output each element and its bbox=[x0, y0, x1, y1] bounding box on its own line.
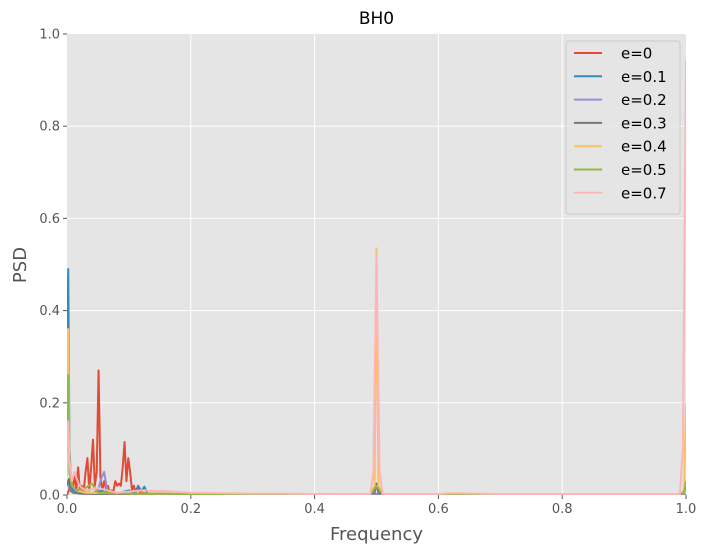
legend-label: e=0.5 bbox=[621, 161, 667, 179]
y-tick-label: 0.0 bbox=[39, 489, 60, 504]
x-tick-label: 0.0 bbox=[57, 502, 78, 517]
chart-title: BH0 bbox=[359, 9, 394, 29]
series-line-6 bbox=[67, 59, 686, 495]
legend-label: e=0.2 bbox=[621, 91, 667, 109]
legend-label: e=0 bbox=[621, 45, 652, 63]
x-tick-label: 0.6 bbox=[428, 502, 449, 517]
y-tick-label: 0.6 bbox=[39, 212, 60, 227]
legend-label: e=0.3 bbox=[621, 114, 667, 132]
legend-box bbox=[565, 40, 681, 215]
y-axis-label: PSD bbox=[10, 247, 31, 283]
legend: e=0 e=0.1 e=0.2 e=0.3 e=0.4 e=0.5 e=0.7 bbox=[565, 40, 681, 215]
x-tick-label: 0.8 bbox=[552, 502, 573, 517]
y-tick-label: 0.8 bbox=[39, 120, 60, 135]
legend-label: e=0.1 bbox=[621, 68, 667, 86]
x-tick-label: 0.4 bbox=[304, 502, 325, 517]
legend-label: e=0.7 bbox=[621, 184, 667, 202]
legend-label: e=0.4 bbox=[621, 138, 667, 156]
x-tick-label: 1.0 bbox=[676, 502, 697, 517]
y-tick-label: 0.4 bbox=[39, 304, 60, 319]
y-tick-label: 1.0 bbox=[39, 28, 60, 43]
y-axis-ticks: 0.0 0.2 0.4 0.6 0.8 1.0 bbox=[39, 28, 67, 504]
x-axis-label: Frequency bbox=[330, 524, 423, 545]
x-tick-label: 0.2 bbox=[180, 502, 201, 517]
y-tick-label: 0.2 bbox=[39, 396, 60, 411]
series-lines bbox=[67, 59, 686, 495]
x-axis-ticks: 0.0 0.2 0.4 0.6 0.8 1.0 bbox=[57, 495, 697, 517]
